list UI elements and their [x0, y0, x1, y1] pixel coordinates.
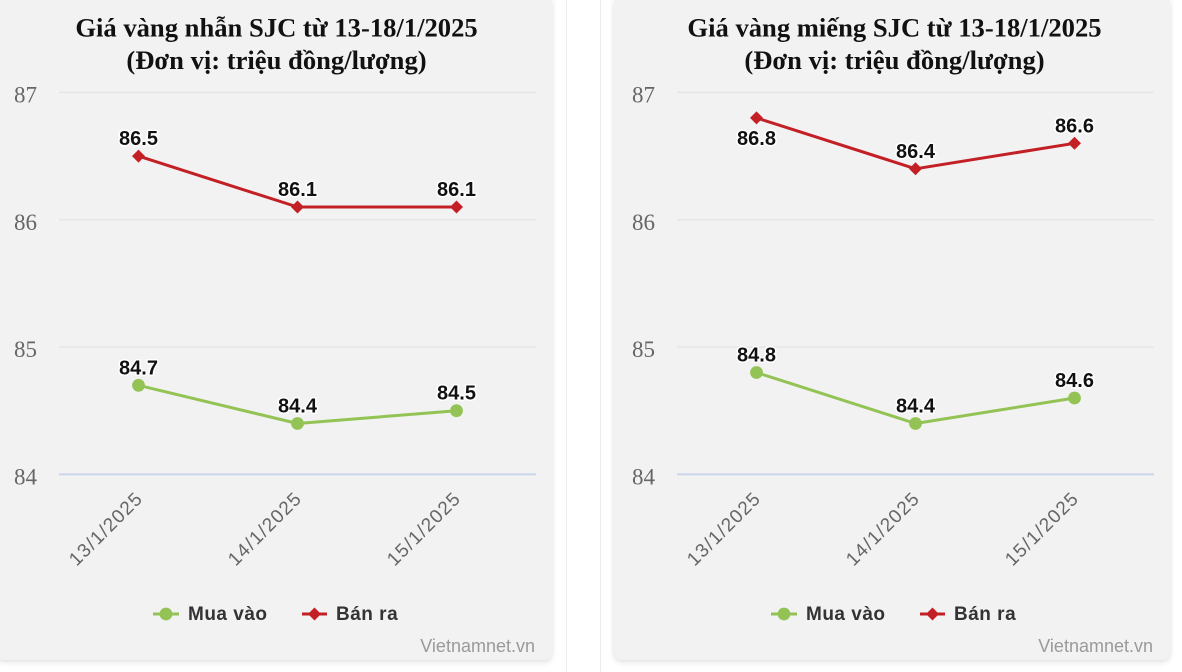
svg-text:Vietnamnet.vn: Vietnamnet.vn: [1038, 636, 1153, 656]
svg-text:86: 86: [14, 210, 37, 235]
svg-text:86.6: 86.6: [1055, 115, 1094, 137]
svg-text:84: 84: [14, 464, 38, 489]
svg-text:Bán ra: Bán ra: [954, 604, 1016, 625]
svg-text:14/1/2025: 14/1/2025: [842, 488, 924, 570]
svg-text:84.5: 84.5: [437, 383, 476, 405]
svg-text:Mua vào: Mua vào: [806, 604, 886, 625]
svg-text:(Đơn vị: triệu đồng/lượng): (Đơn vị: triệu đồng/lượng): [126, 45, 426, 75]
svg-text:84.6: 84.6: [1055, 370, 1094, 392]
svg-text:87: 87: [632, 82, 655, 107]
svg-text:85: 85: [632, 337, 655, 362]
svg-text:Giá vàng nhẫn SJC từ 13-18/1/2: Giá vàng nhẫn SJC từ 13-18/1/2025: [75, 13, 477, 43]
svg-text:13/1/2025: 13/1/2025: [65, 488, 147, 570]
svg-text:84.4: 84.4: [278, 396, 318, 418]
svg-text:86.8: 86.8: [737, 128, 776, 150]
svg-text:84.4: 84.4: [896, 396, 936, 418]
svg-text:13/1/2025: 13/1/2025: [683, 488, 765, 570]
svg-text:86.4: 86.4: [896, 141, 936, 163]
svg-text:85: 85: [14, 337, 37, 362]
svg-text:14/1/2025: 14/1/2025: [224, 488, 306, 570]
svg-text:84.8: 84.8: [737, 345, 776, 367]
svg-text:84: 84: [632, 464, 656, 489]
svg-text:86.1: 86.1: [278, 179, 317, 201]
svg-text:86.5: 86.5: [119, 128, 158, 150]
svg-text:86.1: 86.1: [437, 179, 476, 201]
svg-text:15/1/2025: 15/1/2025: [383, 488, 465, 570]
svg-text:87: 87: [14, 82, 37, 107]
svg-text:Vietnamnet.vn: Vietnamnet.vn: [420, 636, 535, 656]
svg-text:Giá vàng miếng SJC từ 13-18/1/: Giá vàng miếng SJC từ 13-18/1/2025: [687, 13, 1101, 43]
svg-text:84.7: 84.7: [119, 357, 158, 379]
svg-text:15/1/2025: 15/1/2025: [1001, 488, 1083, 570]
svg-text:Mua vào: Mua vào: [188, 604, 268, 625]
svg-text:Bán ra: Bán ra: [336, 604, 398, 625]
svg-text:(Đơn vị: triệu đồng/lượng): (Đơn vị: triệu đồng/lượng): [744, 45, 1044, 75]
svg-text:86: 86: [632, 210, 655, 235]
